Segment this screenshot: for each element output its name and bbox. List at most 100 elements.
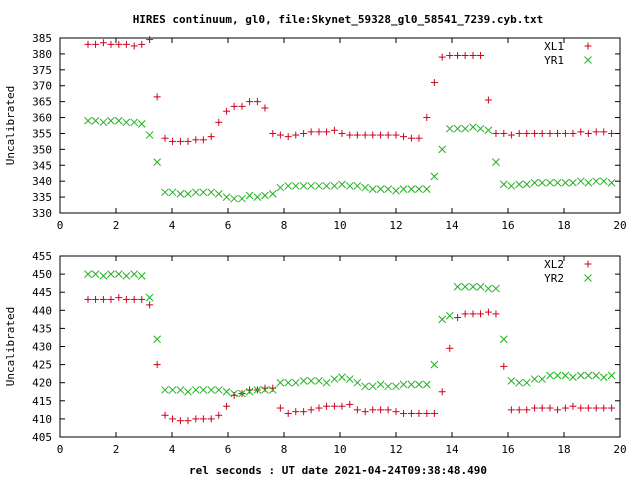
data-point [138, 295, 146, 303]
data-point [484, 284, 493, 293]
data-point [377, 131, 385, 139]
data-point [230, 102, 238, 110]
data-point [523, 406, 531, 414]
data-point [592, 371, 601, 380]
data-point [507, 377, 516, 385]
x-tick-label: 10 [333, 443, 346, 456]
series-xl1 [84, 36, 616, 145]
x-tick-label: 12 [389, 219, 402, 232]
x-tick-label: 18 [557, 443, 570, 456]
data-point [546, 404, 554, 412]
data-point [553, 178, 562, 187]
data-point [392, 186, 400, 195]
y-tick-label: 450 [32, 268, 52, 281]
data-point [576, 177, 585, 186]
data-point [507, 131, 515, 139]
data-point [245, 191, 254, 200]
data-point [430, 172, 439, 181]
data-point [484, 308, 492, 316]
data-point [269, 129, 277, 137]
data-point [253, 98, 261, 106]
data-point [522, 378, 531, 387]
data-point [454, 314, 462, 322]
data-point [315, 404, 323, 412]
y-tick-label: 430 [32, 341, 52, 354]
data-point [199, 386, 208, 394]
data-point [515, 406, 523, 414]
data-point [492, 158, 500, 166]
chart-title: HIRES continuum, gl0, file:Skynet_59328_… [133, 13, 544, 26]
data-point [399, 185, 408, 193]
data-point [199, 188, 208, 197]
data-point [207, 386, 216, 394]
data-point [561, 404, 569, 412]
data-point [130, 42, 138, 50]
legend-label: XL1 [544, 40, 564, 53]
data-point [569, 178, 577, 187]
y-tick-label: 370 [32, 80, 52, 93]
data-point [469, 52, 477, 59]
top-panel: 330 335 340 345 350 355 360 365 370 375 380 385 0 2 4 6… [4, 32, 627, 232]
data-point [291, 182, 300, 190]
data-point [577, 128, 585, 136]
x-tick-label: 20 [613, 443, 626, 456]
data-point [423, 114, 431, 122]
data-point [191, 188, 200, 197]
data-point [608, 404, 616, 412]
data-point [107, 295, 115, 303]
data-point [122, 295, 130, 303]
y-tick-label: 405 [32, 431, 52, 444]
data-point [469, 310, 477, 318]
data-point [561, 371, 570, 380]
data-point [84, 116, 92, 125]
data-point [599, 373, 608, 382]
x-tick-label: 0 [57, 443, 64, 456]
data-point [461, 52, 469, 59]
data-point [438, 315, 447, 324]
data-point [445, 311, 454, 320]
data-point [191, 386, 200, 394]
x-tick-label: 6 [225, 219, 232, 232]
data-point [299, 377, 308, 385]
y-axis-label: Uncalibrated [4, 307, 17, 386]
data-point [330, 402, 338, 410]
data-point [346, 131, 354, 139]
data-point [230, 389, 239, 398]
data-point [438, 53, 446, 61]
data-point [284, 182, 293, 190]
data-point [538, 178, 547, 187]
data-point [315, 377, 323, 385]
data-point [114, 116, 123, 125]
y-tick-label: 340 [32, 175, 52, 188]
x-tick-label: 4 [169, 219, 176, 232]
data-point [137, 120, 146, 128]
data-point [292, 131, 300, 139]
data-point [530, 178, 539, 187]
data-point [607, 178, 616, 187]
data-point [392, 408, 400, 416]
data-point [338, 373, 346, 382]
y-tick-label: 350 [32, 143, 52, 156]
data-point [130, 118, 139, 127]
data-point [330, 126, 338, 134]
y-tick-label: 385 [32, 32, 52, 45]
data-point [415, 380, 423, 389]
data-point [199, 415, 207, 423]
data-point [376, 185, 385, 193]
data-point [130, 270, 139, 278]
data-point [476, 282, 485, 291]
data-point [515, 129, 523, 137]
data-point [284, 133, 292, 141]
data-point [477, 310, 485, 318]
data-point [146, 301, 154, 309]
y-tick-label: 345 [32, 159, 52, 172]
x-tick-label: 2 [113, 219, 120, 232]
data-point [576, 371, 585, 380]
data-point [577, 404, 585, 412]
data-point [546, 371, 554, 380]
data-point [192, 415, 200, 423]
data-point [438, 145, 447, 154]
data-point [261, 386, 269, 394]
data-point [238, 102, 246, 110]
data-point [99, 39, 107, 47]
